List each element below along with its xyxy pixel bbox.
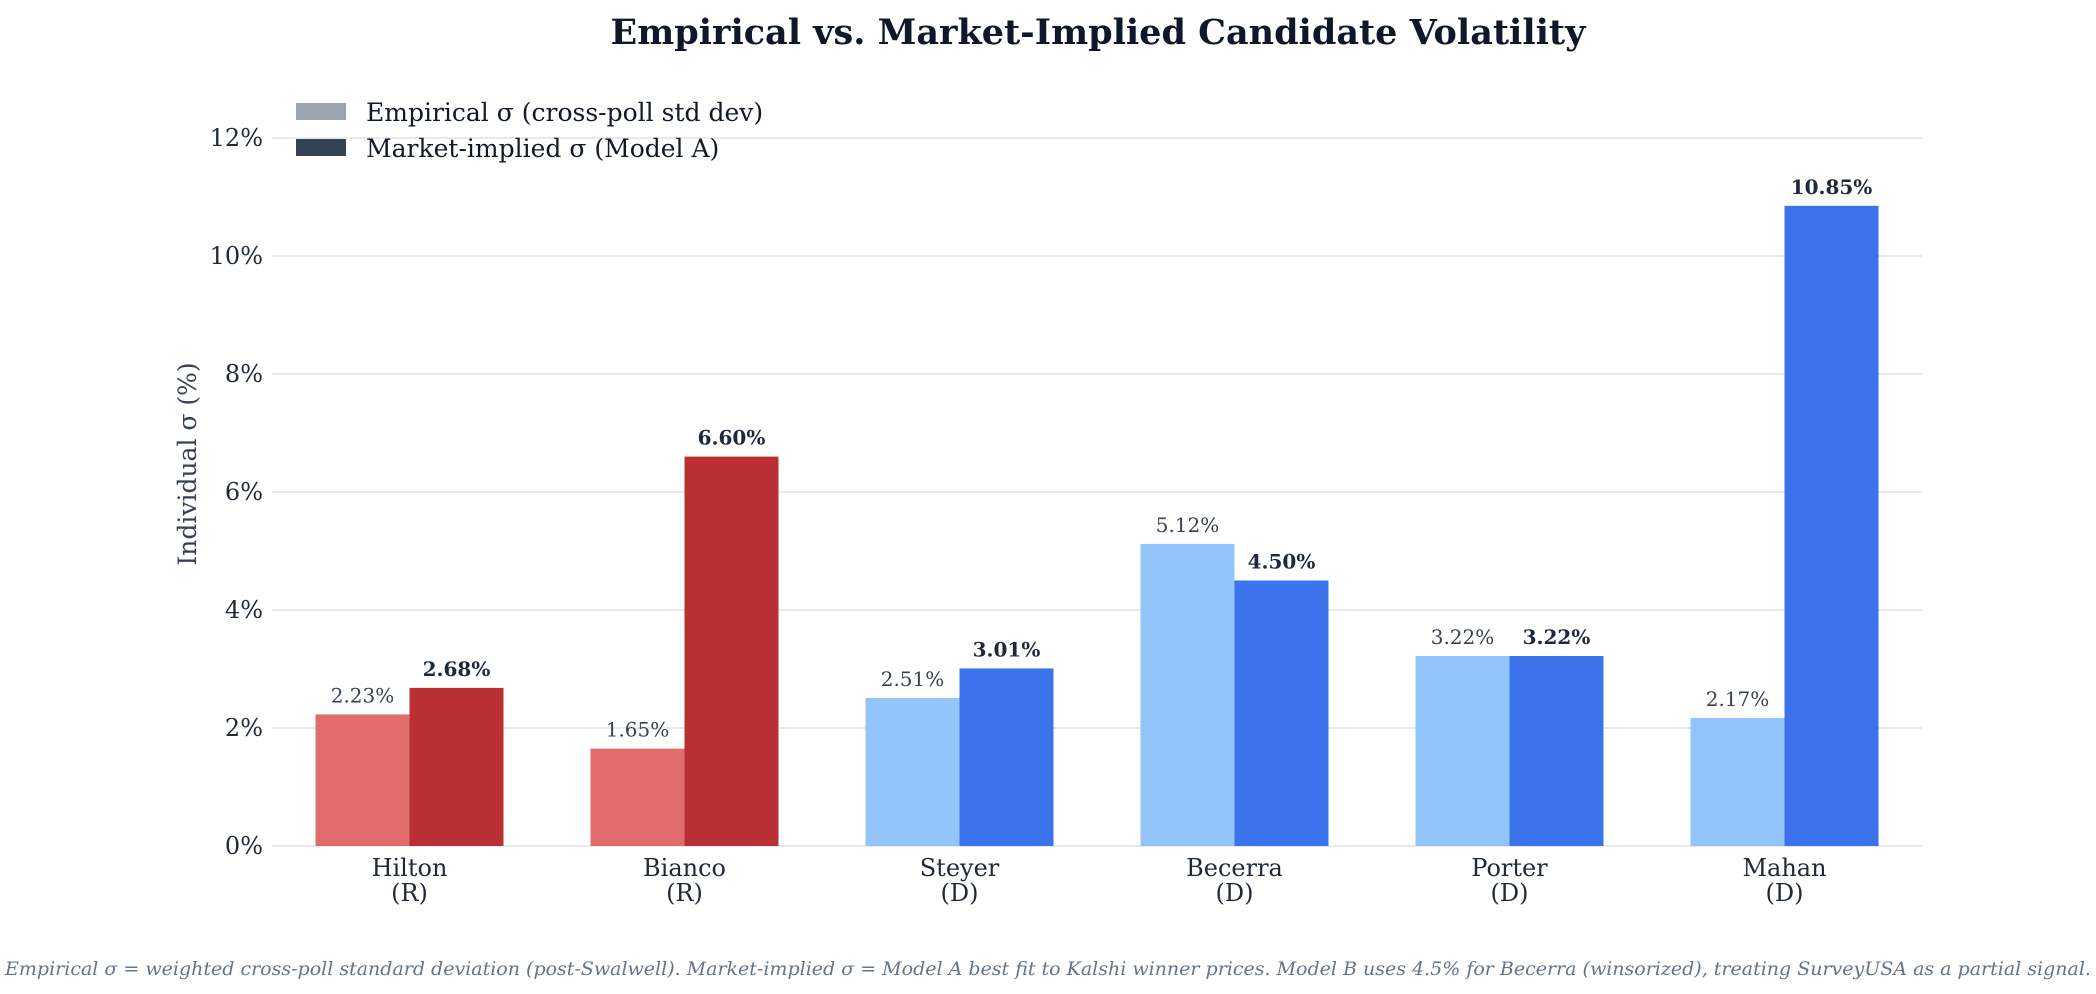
x-tick-party-porter: (D) [1491, 879, 1529, 907]
empirical-bar-porter [1415, 656, 1510, 846]
gridlines [272, 137, 1922, 847]
market-bar-porter [1509, 656, 1604, 846]
x-tick-party-hilton: (R) [391, 879, 428, 907]
market-value-label-mahan: 10.85% [1791, 175, 1873, 199]
x-axis-ticks: Hilton(R)Bianco(R)Steyer(D)Becerra(D)Por… [372, 854, 1827, 907]
y-tick-label: 2% [225, 714, 263, 742]
market-bar-steyer [959, 668, 1054, 846]
y-tick-label: 12% [210, 124, 263, 152]
empirical-value-label-becerra: 5.12% [1156, 513, 1220, 537]
y-axis-ticks: 0% 2% 4% 6% 8% 10% 12% [210, 124, 263, 860]
empirical-bar-mahan [1690, 717, 1785, 846]
empirical-value-label-bianco: 1.65% [606, 718, 670, 742]
x-tick-label-mahan: Mahan [1742, 854, 1826, 882]
empirical-value-label-mahan: 2.17% [1706, 687, 1770, 711]
x-tick-label-porter: Porter [1471, 854, 1548, 882]
market-bar-mahan [1784, 205, 1879, 847]
y-tick-label: 0% [225, 832, 263, 860]
x-tick-party-bianco: (R) [666, 879, 703, 907]
market-value-label-becerra: 4.50% [1248, 550, 1316, 574]
empirical-bar-hilton [315, 714, 410, 846]
y-axis-label: Individual σ (%) [173, 362, 202, 565]
market-bar-hilton [409, 687, 504, 846]
x-tick-label-hilton: Hilton [372, 854, 448, 882]
x-tick-label-becerra: Becerra [1186, 854, 1283, 882]
empirical-bar-becerra [1140, 543, 1235, 846]
y-tick-label: 8% [225, 360, 263, 388]
empirical-bar-steyer [865, 697, 960, 846]
x-tick-party-steyer: (D) [941, 879, 979, 907]
empirical-bar-bianco [590, 748, 685, 846]
chart-title: Empirical vs. Market-Implied Candidate V… [611, 12, 1588, 53]
y-tick-label: 6% [225, 478, 263, 506]
y-tick-label: 4% [225, 596, 263, 624]
empirical-value-label-hilton: 2.23% [331, 683, 395, 707]
market-value-label-porter: 3.22% [1523, 625, 1591, 649]
market-value-label-steyer: 3.01% [973, 637, 1041, 661]
empirical-value-label-porter: 3.22% [1431, 625, 1495, 649]
market-bar-becerra [1234, 580, 1329, 846]
legend-swatch-empirical [296, 103, 346, 120]
market-bar-bianco [684, 456, 779, 846]
legend-label-market: Market-implied σ (Model A) [366, 134, 719, 163]
y-tick-label: 10% [210, 242, 263, 270]
x-tick-party-mahan: (D) [1766, 879, 1804, 907]
market-value-label-bianco: 6.60% [698, 426, 766, 450]
x-tick-label-bianco: Bianco [643, 854, 726, 882]
legend-swatch-market [296, 139, 346, 156]
x-tick-label-steyer: Steyer [920, 854, 1000, 882]
empirical-value-label-steyer: 2.51% [881, 667, 945, 691]
legend: Empirical σ (cross-poll std dev) Market-… [296, 98, 763, 163]
market-value-label-hilton: 2.68% [423, 657, 491, 681]
footnote: Empirical σ = weighted cross-poll standa… [4, 958, 2091, 980]
bar-labels: 2.23% 2.68% 1.65% 6.60% 2.51% 3.01% 5.12% 4.50%… [331, 175, 1873, 742]
x-tick-party-becerra: (D) [1216, 879, 1254, 907]
legend-label-empirical: Empirical σ (cross-poll std dev) [366, 98, 763, 127]
bars [315, 205, 1879, 847]
